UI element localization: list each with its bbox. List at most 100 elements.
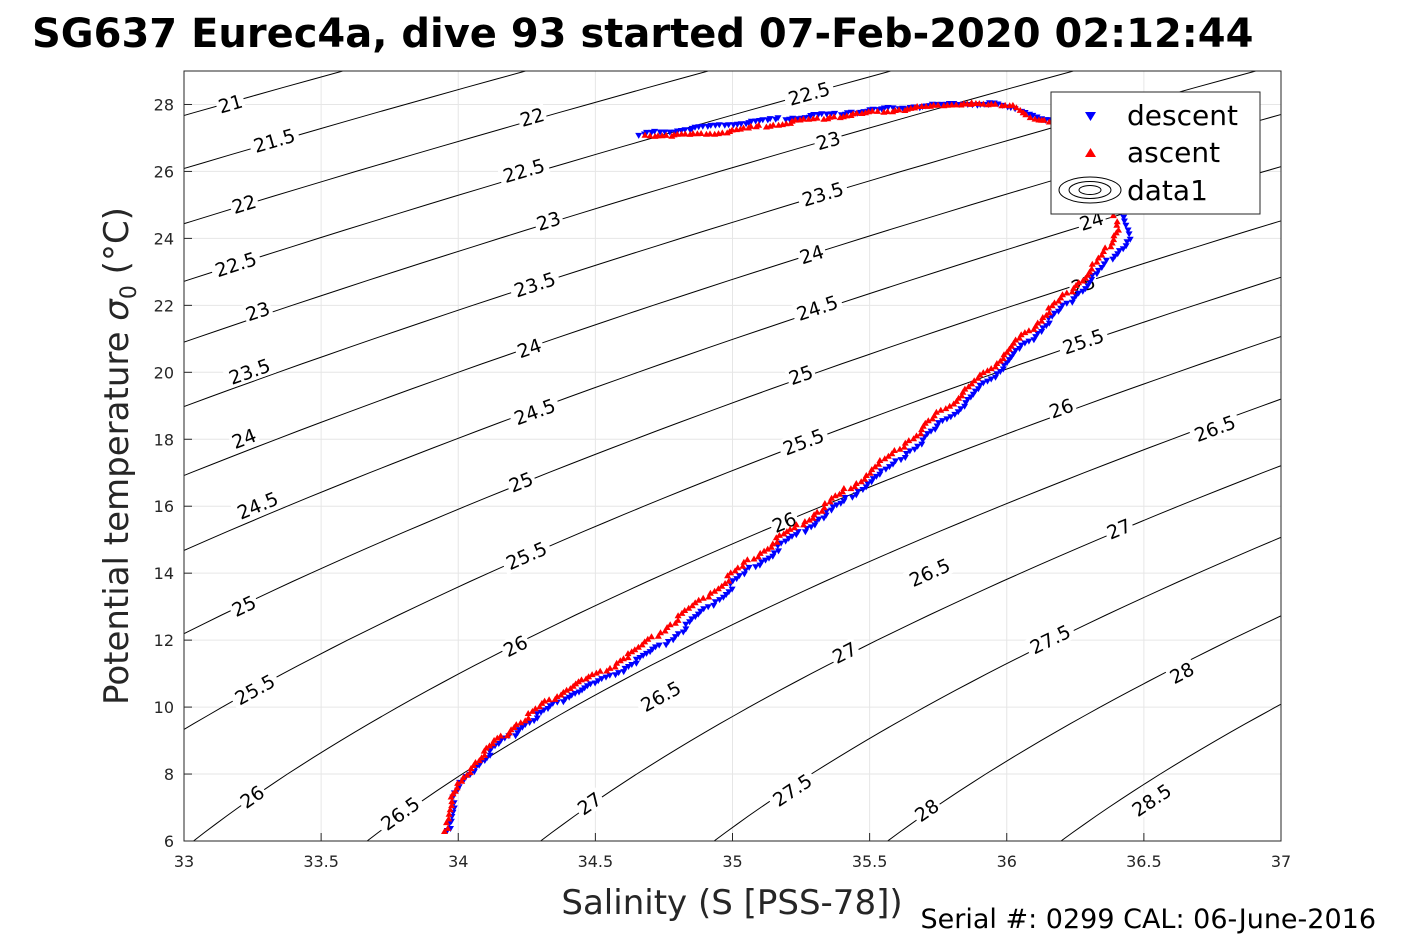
contour-label: 25.5 (776, 423, 831, 461)
contour-label-bg (214, 90, 247, 117)
descent-marker (1033, 114, 1041, 121)
x-tick-label: 35.5 (852, 852, 888, 871)
x-tick-label: 36 (997, 852, 1017, 871)
descent-marker (772, 116, 780, 123)
descent-marker (515, 727, 523, 734)
contour-label: 25 (784, 360, 818, 390)
ascent-marker (861, 475, 869, 482)
contour-label: 26 (1044, 393, 1078, 424)
ascent-marker (756, 549, 764, 556)
ascent-marker (668, 132, 676, 139)
ascent-marker (743, 556, 751, 563)
descent-marker (710, 602, 718, 609)
x-tick-label: 35 (722, 852, 742, 871)
ascent-marker (876, 457, 884, 463)
ascent-marker (454, 779, 462, 786)
ascent-marker (999, 355, 1007, 362)
x-tick-label: 37 (1271, 852, 1291, 871)
contour-label-bg (234, 780, 270, 813)
contour-label: 23.5 (795, 177, 850, 212)
ascent-marker (463, 771, 471, 778)
isopycnal-line (366, 398, 1281, 841)
descent-marker (822, 512, 830, 519)
ascent-marker (927, 102, 934, 109)
ascent-marker (913, 432, 920, 439)
contour-label-bg (633, 675, 688, 717)
descent-marker (679, 629, 687, 636)
ascent-marker (497, 732, 505, 739)
contour-label-bg (782, 77, 836, 110)
ascent-marker (1012, 104, 1020, 111)
ascent-marker (1098, 251, 1106, 258)
ascent-marker (952, 101, 960, 108)
x-tick-label: 34 (448, 852, 468, 871)
descent-marker (1059, 302, 1066, 309)
ascent-marker (721, 580, 729, 586)
ascent-marker (847, 485, 855, 492)
ascent-marker (1113, 221, 1121, 228)
descent-marker (854, 488, 862, 495)
ascent-marker (699, 594, 707, 601)
ascent-marker (1113, 218, 1121, 225)
ascent-marker (714, 585, 722, 592)
descent-marker (620, 669, 628, 676)
y-tick-label: 10 (154, 698, 174, 717)
ascent-marker (489, 740, 497, 747)
ascent-marker (866, 469, 874, 476)
ascent-marker (826, 498, 834, 505)
contour-label-bg (827, 637, 862, 668)
contour-label-bg (222, 353, 277, 390)
ascent-marker (836, 490, 843, 497)
ascent-marker (809, 514, 817, 521)
descent-marker (914, 443, 922, 450)
ascent-marker (443, 819, 450, 826)
ascent-marker (1063, 289, 1071, 296)
descent-marker (979, 380, 987, 387)
ascent-marker (880, 108, 888, 115)
descent-marker (602, 674, 610, 681)
ascent-marker (900, 443, 908, 450)
descent-marker (587, 681, 594, 688)
descent-marker (957, 406, 965, 413)
ascent-marker (705, 593, 713, 600)
x-tick-label: 33.5 (303, 852, 339, 871)
ascent-marker (998, 102, 1006, 109)
contour-label-bg (1056, 323, 1111, 359)
ascent-marker (828, 494, 836, 501)
y-axis-label-unit: (°C) (97, 207, 137, 285)
ascent-marker (836, 114, 844, 121)
ascent-marker (862, 472, 870, 478)
ascent-marker (839, 488, 847, 495)
ascent-marker (559, 688, 567, 695)
descent-marker (636, 655, 644, 661)
ascent-marker (575, 678, 582, 685)
ascent-marker (723, 129, 731, 136)
contour-label-bg (228, 668, 282, 711)
ascent-marker (820, 504, 828, 511)
descent-marker (996, 369, 1004, 375)
descent-marker (951, 411, 959, 418)
contour-label-text: 26.5 (1192, 412, 1239, 447)
ascent-marker (441, 828, 448, 834)
isopycnal-line (713, 536, 1281, 841)
descent-marker (829, 504, 837, 511)
ascent-marker (1100, 248, 1107, 254)
contour-label-text: 25.5 (780, 425, 827, 461)
descent-marker (987, 376, 995, 383)
ascent-marker (512, 721, 520, 728)
ascent-marker (451, 787, 459, 794)
ascent-marker (847, 112, 855, 118)
ascent-marker (446, 806, 454, 813)
contour-label-bg (1102, 514, 1136, 544)
ascent-marker (888, 450, 896, 457)
contour-label-bg (208, 247, 263, 282)
ascent-marker (448, 798, 456, 805)
descent-marker (697, 608, 705, 615)
ascent-marker (992, 363, 999, 370)
ascent-marker (691, 599, 699, 606)
contour-label: 24 (512, 333, 546, 363)
descent-marker (632, 656, 640, 663)
ascent-marker (661, 627, 669, 634)
contour-label: 25.5 (499, 536, 554, 575)
ascent-marker (493, 734, 501, 741)
